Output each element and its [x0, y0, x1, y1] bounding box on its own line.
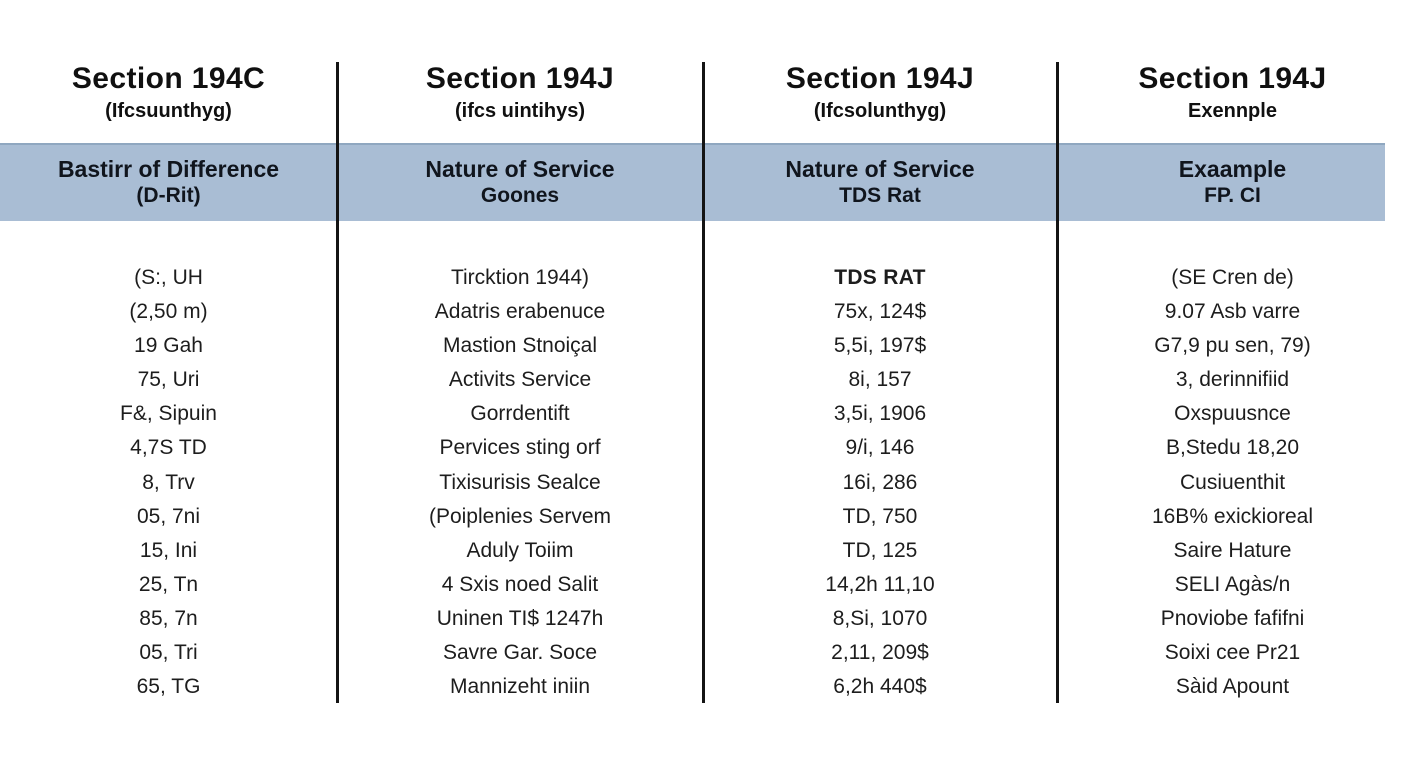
- table-cell: Tixisurisis Sealce: [439, 470, 601, 494]
- column-band-header: Nature of Service Goones: [337, 143, 703, 221]
- table-cell: Adatris erabenuce: [434, 300, 606, 324]
- table-cell: Soixi cee Pr21: [1164, 641, 1301, 665]
- column-header: Section 194J (ifcs uintihys): [337, 0, 703, 143]
- table-cell: TDS RAT: [834, 266, 926, 289]
- column-divider-2: [702, 62, 705, 703]
- spacer: [337, 221, 703, 261]
- band-header-line1: Bastirr of Difference: [57, 155, 280, 182]
- table-cell: 19 Gah: [134, 334, 203, 358]
- table-cell: Cusiuenthit: [1179, 470, 1286, 494]
- band-header-line2: FP. CI: [1204, 184, 1261, 208]
- table-cell: Sàid Apount: [1175, 675, 1290, 699]
- table-column-194j-service: Section 194J (ifcs uintihys) Nature of S…: [337, 0, 703, 704]
- table-column-194j-example: Section 194J Exennple Exaample FP. CI (S…: [1057, 0, 1408, 704]
- spacer: [703, 221, 1057, 261]
- column-header: Section 194J (Ifcsolunthyg): [703, 0, 1057, 143]
- table-cell: 05, 7ni: [136, 504, 201, 528]
- column-rows: Tircktion 1944) Adatris erabenuce Mastio…: [337, 261, 703, 704]
- table-cell: (SE Cren de): [1171, 266, 1294, 289]
- table-cell: F&, Sipuin: [120, 402, 217, 426]
- table-cell: (S:, UH: [134, 266, 203, 289]
- column-header: Section 194J Exennple: [1057, 0, 1408, 143]
- table-cell: 8i, 157: [848, 368, 912, 392]
- column-rows: (SE Cren de) 9.07 Asb varre G7,9 pu sen,…: [1057, 261, 1408, 704]
- column-band-header: Nature of Service TDS Rat: [703, 143, 1057, 221]
- table-cell: 8,Si, 1070: [832, 606, 928, 630]
- table-cell: (2,50 m): [129, 300, 208, 324]
- table-cell: 25, Tn: [138, 572, 199, 596]
- spacer: [0, 221, 337, 261]
- table-cell: 75, Uri: [137, 368, 200, 392]
- table-cell: Pnoviobe fafifni: [1160, 606, 1305, 630]
- table-cell: 16B% exickioreal: [1151, 504, 1314, 528]
- column-divider-3: [1056, 62, 1059, 703]
- column-rows: TDS RAT 75x, 124$ 5,5i, 197$ 8i, 157 3,5…: [703, 261, 1057, 704]
- table-cell: 85, 7n: [139, 606, 198, 630]
- table-cell: 3, derinnifiid: [1175, 368, 1290, 392]
- table-cell: 6,2h 440$: [833, 675, 927, 699]
- column-subtitle: (Ifcsolunthyg): [813, 100, 947, 122]
- column-title: Section 194J: [425, 62, 615, 95]
- band-header-line2: TDS Rat: [839, 184, 921, 208]
- table-column-194j-tds-rate: Section 194J (Ifcsolunthyg) Nature of Se…: [703, 0, 1057, 704]
- table-cell: (Poiplenies Servem: [428, 504, 612, 528]
- table-cell: Uninen TI$ 1247h: [436, 606, 604, 630]
- column-header: Section 194C (Ifcsuunthyg): [0, 0, 337, 143]
- table-cell: 15, Ini: [139, 538, 198, 562]
- table-cell: Saire Hature: [1173, 538, 1292, 562]
- column-subtitle: (ifcs uintihys): [454, 100, 585, 122]
- table-cell: 9/i, 146: [845, 436, 915, 460]
- column-title: Section 194J: [1138, 62, 1327, 95]
- table-cell: 3,5i, 1906: [833, 402, 927, 426]
- table-cell: Oxspuusnce: [1174, 402, 1291, 426]
- column-subtitle: (Ifcsuunthyg): [105, 100, 232, 122]
- band-header-line2: Goones: [480, 184, 560, 208]
- column-divider-1: [336, 62, 339, 703]
- table-cell: TD, 750: [842, 504, 918, 528]
- column-subtitle: Exennple: [1188, 100, 1277, 122]
- table-cell: Mastion Stnoiçal: [442, 334, 598, 358]
- table-cell: Savre Gar. Soce: [442, 641, 598, 665]
- column-title: Section 194C: [71, 62, 266, 95]
- table-cell: B,Stedu 18,20: [1165, 436, 1300, 460]
- band-header-line1: Nature of Service: [425, 155, 615, 182]
- table-cell: 14,2h 11,10: [825, 572, 935, 596]
- table-cell: 65, TG: [136, 675, 201, 699]
- spacer: [1057, 221, 1408, 261]
- table-cell: G7,9 pu sen, 79): [1154, 334, 1311, 358]
- table-cell: TD, 125: [842, 538, 918, 562]
- table-cell: SELI Agàs/n: [1174, 572, 1291, 596]
- column-band-header: Exaample FP. CI: [1057, 143, 1408, 221]
- table-cell: Aduly Toiim: [466, 538, 574, 562]
- table-cell: Mannizeht iniin: [449, 675, 591, 699]
- table-cell: 16i, 286: [842, 470, 918, 494]
- table-column-194c: Section 194C (Ifcsuunthyg) Bastirr of Di…: [0, 0, 337, 704]
- table-cell: Tircktion 1944): [450, 266, 590, 289]
- table-cell: Pervices sting orf: [439, 436, 601, 460]
- table-cell: 8, Trv: [142, 470, 195, 494]
- table-cell: 75x, 124$: [833, 300, 927, 324]
- table-cell: 4 Sxis noed Salit: [441, 572, 599, 596]
- table-cell: Gorrdentift: [470, 402, 570, 426]
- column-title: Section 194J: [785, 62, 975, 95]
- column-band-header: Bastirr of Difference (D-Rit): [0, 143, 337, 221]
- band-header-line1: Exaample: [1178, 155, 1287, 182]
- column-rows: (S:, UH (2,50 m) 19 Gah 75, Uri F&, Sipu…: [0, 261, 337, 704]
- table-cell: 2,11, 209$: [831, 641, 929, 665]
- table-columns: Section 194C (Ifcsuunthyg) Bastirr of Di…: [0, 0, 1408, 704]
- table-cell: Activits Service: [448, 368, 592, 392]
- table-cell: 4,7S TD: [130, 436, 207, 460]
- table-cell: 9.07 Asb varre: [1164, 300, 1301, 324]
- band-header-line1: Nature of Service: [785, 155, 975, 182]
- table-cell: 05, Tri: [139, 641, 198, 665]
- band-header-line2: (D-Rit): [136, 184, 201, 208]
- table-cell: 5,5i, 197$: [833, 334, 927, 358]
- table-header-band: [0, 143, 1385, 221]
